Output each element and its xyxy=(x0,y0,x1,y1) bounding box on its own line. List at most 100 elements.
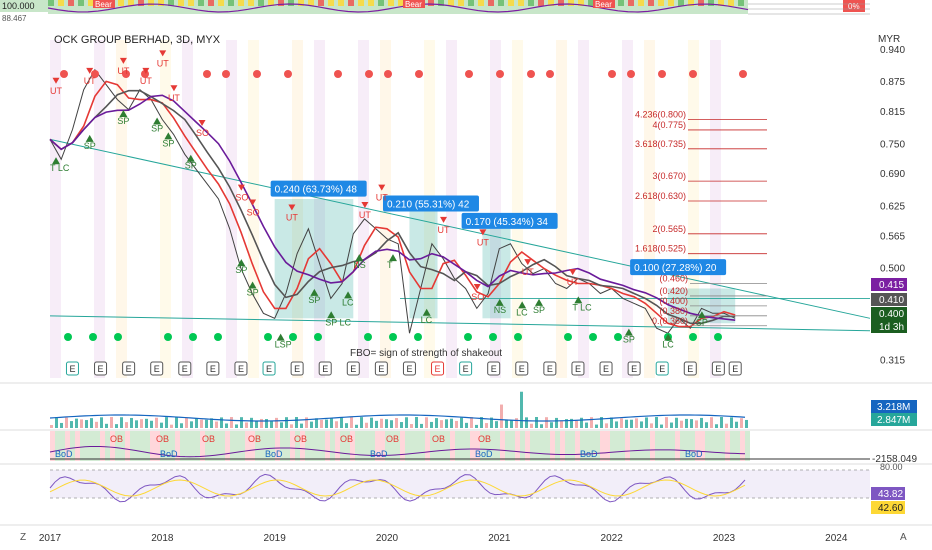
flow-cell xyxy=(450,431,455,461)
flow-cell xyxy=(210,431,215,461)
gain-label: 0.210 (55.31%) 42 xyxy=(387,199,470,210)
flow-cell xyxy=(270,431,275,461)
flow-cell xyxy=(245,431,250,461)
volume-bar xyxy=(450,418,453,428)
earnings-mark-letter: E xyxy=(378,364,384,374)
volume-bar xyxy=(360,417,363,428)
volume-bar xyxy=(345,423,348,428)
shade-band xyxy=(314,40,325,378)
flow-cell xyxy=(730,431,735,461)
volume-bar xyxy=(520,391,523,428)
gain-label-bg xyxy=(270,180,367,197)
corner-right-label[interactable]: A xyxy=(900,532,907,543)
volume-bar xyxy=(365,422,368,428)
signal-label: UT xyxy=(84,76,96,86)
volume-bar xyxy=(80,419,83,428)
flow-cell xyxy=(490,431,495,461)
buy-arrow xyxy=(237,259,246,267)
volume-bar xyxy=(630,419,633,428)
flow-bod-label: BoD xyxy=(580,449,598,459)
flow-cell xyxy=(310,431,315,461)
flow-ob-label: OB xyxy=(294,434,307,444)
strip-cell xyxy=(548,0,554,6)
gain-label: 0.240 (63.73%) 48 xyxy=(275,185,358,196)
signal-label: UT xyxy=(376,193,388,203)
volume-bar xyxy=(665,417,668,428)
volume-badge-bg xyxy=(871,400,917,413)
corner-left-label[interactable]: Z xyxy=(20,532,27,543)
shade-band xyxy=(490,40,501,378)
volume-bar xyxy=(540,424,543,428)
flow-cell xyxy=(55,431,60,461)
volume-bar xyxy=(185,417,188,428)
time-axis[interactable]: 2017 2018 2019 2020 2021 2022 2023 2024 xyxy=(0,524,932,544)
flow-cell xyxy=(555,431,560,461)
buy-arrow xyxy=(388,254,397,262)
volume-bar xyxy=(380,418,383,428)
buy-arrow xyxy=(495,298,504,306)
strip-cell xyxy=(428,0,434,6)
volume-bar xyxy=(440,420,443,428)
buy-arrow xyxy=(276,333,285,341)
price-axis[interactable]: 0.940 0.875 0.815 0.750 0.690 0.625 0.565 0.500… xyxy=(871,45,917,514)
volume-bar xyxy=(510,419,513,428)
flow-cell xyxy=(485,431,490,461)
volume-bar xyxy=(285,417,288,428)
flow-line xyxy=(49,445,746,458)
sell-arrow xyxy=(288,204,296,211)
pentagon-marker-green xyxy=(64,333,72,341)
strip-cell xyxy=(578,0,584,6)
sell-arrow xyxy=(159,50,167,57)
volume-bar xyxy=(675,417,678,428)
sell-arrow xyxy=(249,199,257,206)
flow-cell xyxy=(660,431,665,461)
volume-bar xyxy=(655,417,658,428)
pentagon-marker-red xyxy=(496,70,504,78)
flow-cell xyxy=(700,431,705,461)
flow-cell xyxy=(515,431,520,461)
flow-cell xyxy=(235,431,240,461)
volume-bar xyxy=(535,417,538,428)
volume-bar xyxy=(240,417,243,428)
volume-bar xyxy=(335,421,338,428)
top-left-value: 88.467 xyxy=(2,14,27,23)
signal-label: SO xyxy=(471,292,484,302)
signal-label: SP xyxy=(235,265,247,275)
flow-cell xyxy=(590,431,595,461)
volume-bar xyxy=(260,418,263,428)
pentagon-marker-green xyxy=(264,333,272,341)
flow-cell xyxy=(50,431,55,461)
volume-bar xyxy=(585,422,588,428)
flow-cell xyxy=(410,431,415,461)
flow-cell xyxy=(390,431,395,461)
flow-cell xyxy=(665,431,670,461)
top-right-badge: 0% xyxy=(848,2,860,11)
strip-cell xyxy=(458,0,464,6)
pentagon-marker-green xyxy=(89,333,97,341)
flow-pane: OB OB OB OB OB OB OB OB OB BoD BoD BoD BoD BoD BoD BoD xyxy=(0,429,932,461)
flow-cell xyxy=(220,431,225,461)
volume-bar xyxy=(250,417,253,428)
flow-cell xyxy=(400,431,405,461)
strip-cell xyxy=(368,0,374,6)
signal-label: SP xyxy=(162,138,174,148)
time-tick-label: 2023 xyxy=(713,533,736,544)
volume-bar xyxy=(620,418,623,428)
strip-cell xyxy=(138,0,144,6)
volume-bar xyxy=(215,421,218,428)
strip-cell xyxy=(738,0,744,6)
flow-cell xyxy=(535,431,540,461)
volume-bar xyxy=(640,421,643,428)
strip-oscillator-line xyxy=(47,3,749,13)
flow-bod-label: BoD xyxy=(160,449,178,459)
pentagon-marker-red xyxy=(465,70,473,78)
volume-bar xyxy=(415,417,418,428)
volume-bar xyxy=(490,417,493,428)
price-tick-label: 0.690 xyxy=(880,169,905,180)
flow-cell xyxy=(180,431,185,461)
strip-cell xyxy=(538,0,544,6)
earnings-mark-letter: E xyxy=(463,364,469,374)
strip-cell xyxy=(728,0,734,6)
pentagon-marker-green xyxy=(414,333,422,341)
earnings-mark-letter: E xyxy=(406,364,412,374)
